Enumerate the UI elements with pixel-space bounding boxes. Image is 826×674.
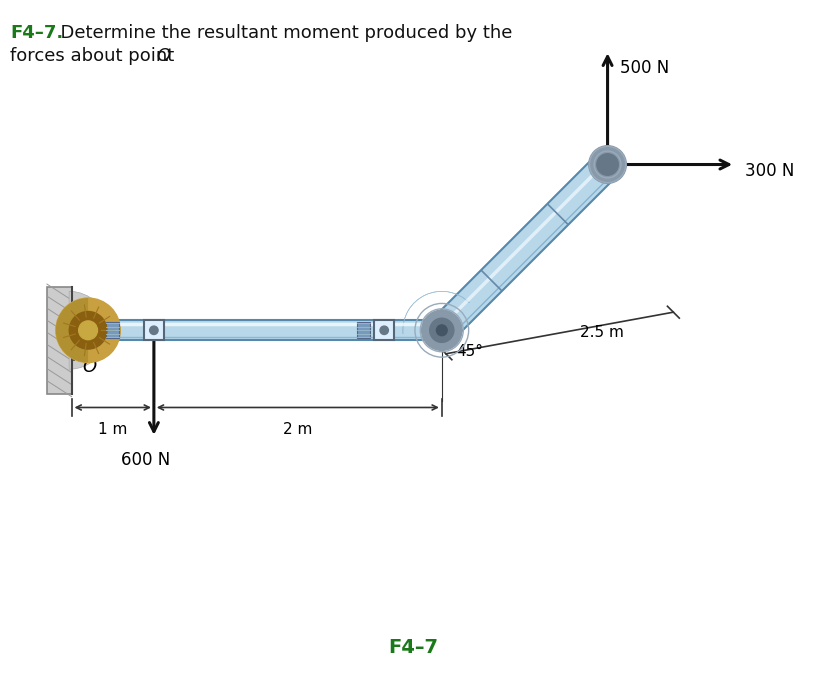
Text: 2.5 m: 2.5 m [580,326,624,340]
Bar [357,322,370,338]
Circle shape [150,326,158,334]
Circle shape [56,298,121,363]
Text: O: O [83,359,97,377]
Bar [47,286,72,394]
Circle shape [78,321,97,340]
Circle shape [589,146,626,183]
Text: 300 N: 300 N [745,162,795,180]
Circle shape [69,311,107,349]
Circle shape [430,318,453,342]
Circle shape [597,154,619,175]
Circle shape [436,325,447,336]
Text: forces about point: forces about point [10,47,180,65]
Circle shape [421,310,462,350]
Bar [374,320,394,340]
Bar [144,320,164,340]
Bar [92,320,430,340]
Text: 45°: 45° [457,344,483,359]
Text: 600 N: 600 N [121,451,170,469]
Text: O: O [156,47,170,65]
Circle shape [380,326,388,334]
Text: 1 m: 1 m [98,422,127,437]
Text: F4–7.: F4–7. [10,24,63,42]
Wedge shape [56,298,88,363]
Wedge shape [69,291,108,369]
Bar [107,322,119,338]
Text: F4–7: F4–7 [388,638,438,657]
Text: Determine the resultant moment produced by the: Determine the resultant moment produced … [50,24,512,42]
Text: 500 N: 500 N [620,59,669,77]
Text: .: . [164,47,169,65]
Text: 2 m: 2 m [283,422,312,437]
Polygon shape [431,154,618,341]
